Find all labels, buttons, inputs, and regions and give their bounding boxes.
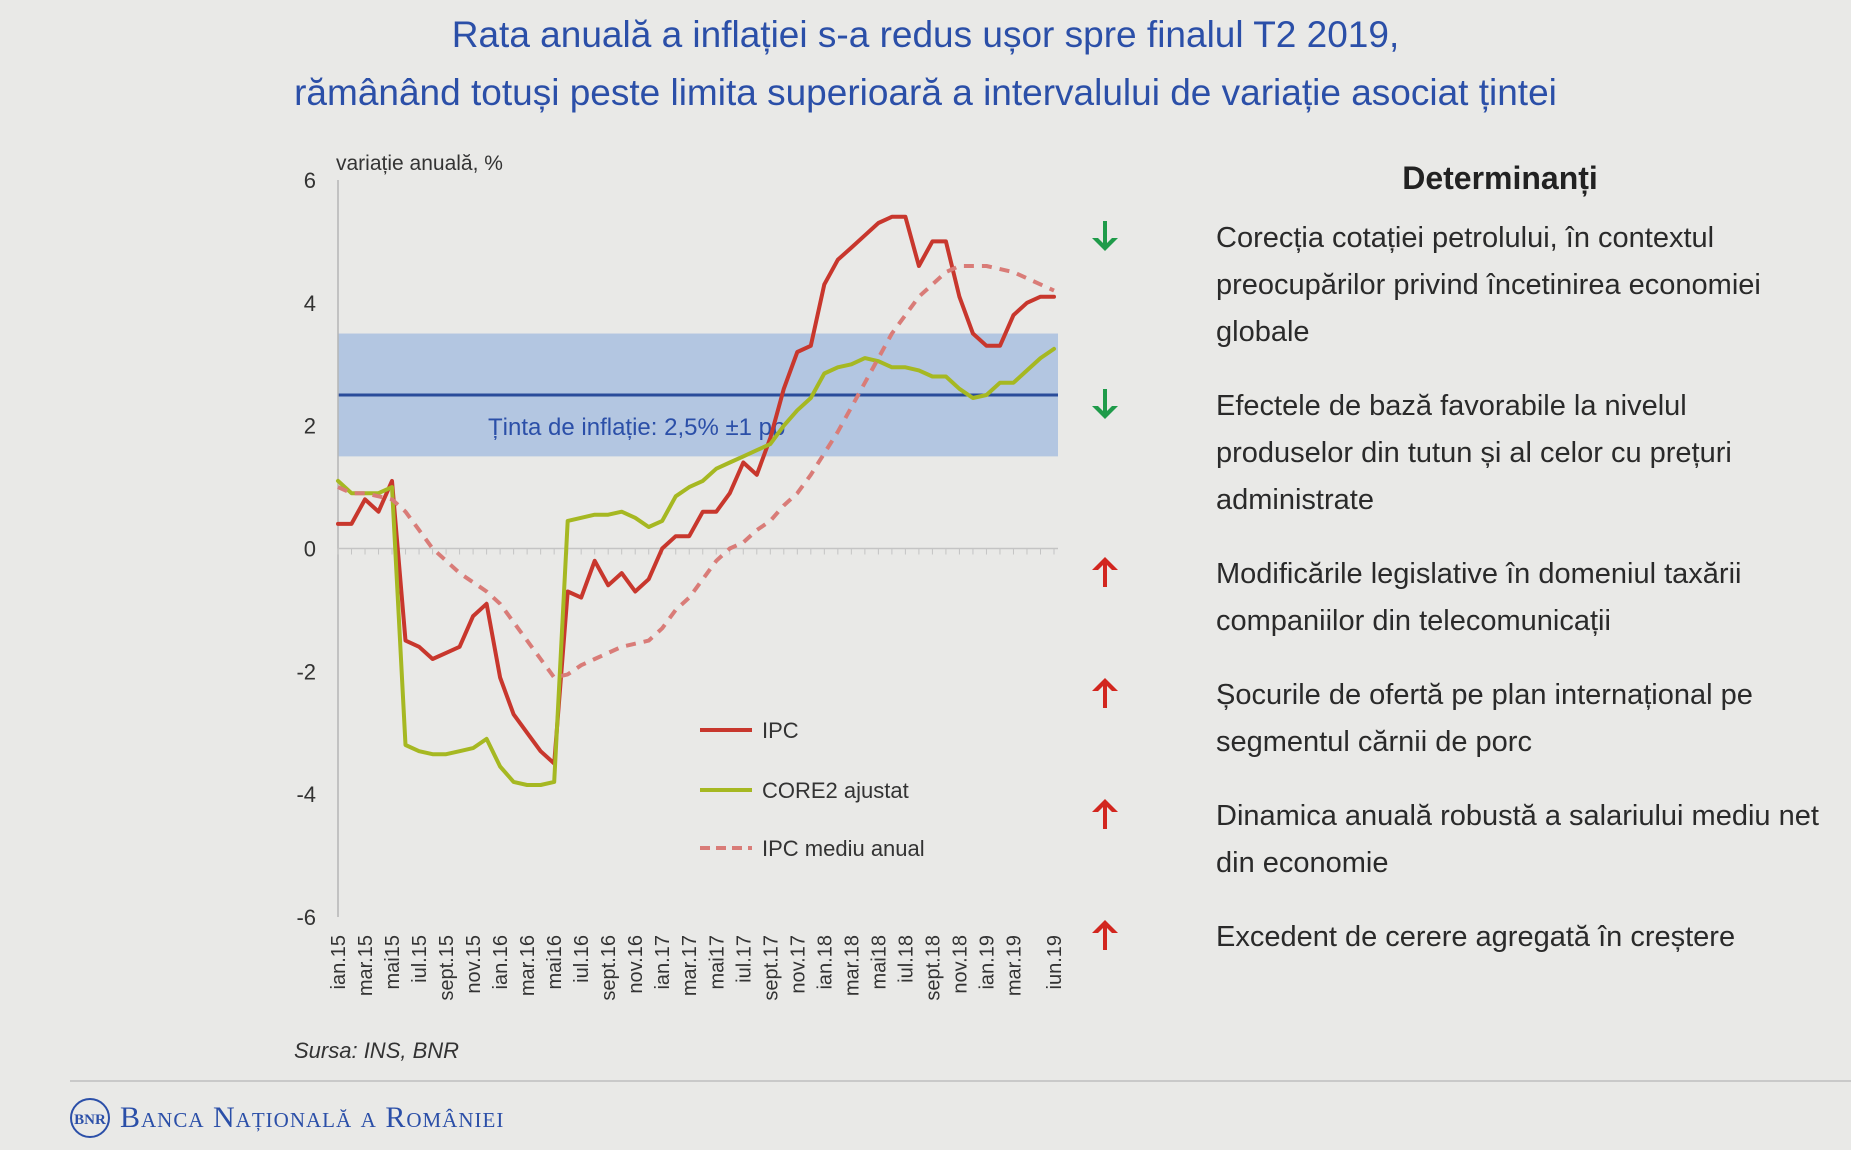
x-tick-label: iul.16 [571,935,593,983]
driver-text: Efectele de bază favorabile la nivelul p… [1216,390,1732,516]
arrow-down-icon [1090,383,1154,426]
y-tick-label: 4 [304,291,316,316]
y-axis-label: variație anuală, % [336,152,503,175]
driver-text: Șocurile de ofertă pe plan internațional… [1216,679,1753,758]
x-tick-label: mar.15 [355,935,377,996]
x-tick-label: mai16 [544,935,566,989]
x-tick-label: ian.18 [814,935,836,990]
footer: BNR Banca Națională a României [68,1096,504,1140]
x-tick-label: mai18 [868,935,890,989]
legend-label: IPC mediu anual [762,836,925,861]
driver-item: Modificările legislative în domeniul tax… [1090,551,1830,645]
arrow-up-icon [1090,914,1154,957]
title-line-1: Rata anuală a inflației s-a redus ușor s… [451,14,1400,55]
x-tick-label: nov.17 [787,935,809,994]
y-tick-label: 2 [304,414,316,439]
series-line-ipc [336,214,1056,766]
x-tick-label: ian.16 [490,935,512,990]
target-label: Ținta de inflație: 2,5% ±1 pp [488,414,785,441]
chart-source: Sursa: INS, BNR [294,1038,460,1063]
arrow-down-icon [1090,215,1154,258]
slide-title: Rata anuală a inflației s-a redus ușor s… [0,6,1851,122]
x-tick-label: mar.18 [841,935,863,996]
arrow-up-icon [1090,793,1154,836]
footer-divider [70,1080,1851,1082]
driver-item: Excedent de cerere agregată în creștere [1090,914,1830,961]
y-tick-label: -4 [296,782,316,807]
x-tick-label: ian.15 [328,935,350,990]
x-tick-label: nov.16 [625,935,647,994]
title-line-2: rămânând totuși peste limita superioară … [294,72,1557,113]
arrow-up-icon [1090,672,1154,715]
x-tick-label: mai15 [382,935,404,989]
y-tick-label: 0 [304,537,316,562]
y-tick-label: -6 [296,905,316,930]
series-line-ipc-mediu-anual [337,264,1055,680]
x-tick-label: mar.19 [1003,935,1025,996]
driver-text: Excedent de cerere agregată în creștere [1216,921,1736,953]
driver-text: Dinamica anuală robustă a salariului med… [1216,800,1819,879]
x-tick-label: sept.17 [760,935,782,1001]
x-tick-label: nov.15 [463,935,485,994]
driver-item: Șocurile de ofertă pe plan internațional… [1090,672,1830,766]
driver-item: Corecția cotației petrolului, în context… [1090,215,1830,356]
inflation-chart: Ținta de inflație: 2,5% ±1 pp 6 4 2 0 -2 -4 -6 v… [270,145,1090,1075]
legend-label: CORE2 ajustat [762,778,909,803]
series-line-core2-ajustat [336,346,1056,787]
bank-name: Banca Națională a României [120,1101,505,1134]
driver-item: Efectele de bază favorabile la nivelul p… [1090,383,1830,524]
x-tick-label: iul.17 [733,935,755,983]
arrow-up-icon [1090,551,1154,594]
svg-text:BNR: BNR [74,1112,106,1128]
x-tick-label: ian.17 [652,935,674,990]
driver-text: Modificările legislative în domeniul tax… [1216,558,1742,637]
x-tick-label: mai17 [706,935,728,989]
driver-item: Dinamica anuală robustă a salariului med… [1090,793,1830,887]
chart-svg: Ținta de inflație: 2,5% ±1 pp 6 4 2 0 -2 -4 -6 v… [296,152,1066,1001]
x-tick-label: nov.18 [949,935,971,994]
x-tick-label: ian.19 [976,935,998,990]
legend-label: IPC [762,718,799,743]
x-tick-label: sept.18 [922,935,944,1001]
x-tick-label: iul.15 [409,935,431,983]
driver-text: Corecția cotației petrolului, în context… [1216,222,1761,348]
x-tick-label: sept.16 [598,935,620,1001]
x-tick-label: sept.15 [436,935,458,1001]
x-tick-label: iun.19 [1044,935,1066,990]
y-tick-label: 6 [304,168,316,193]
x-tick-label: mar.16 [517,935,539,996]
x-tick-label: iul.18 [895,935,917,983]
x-tick-label: mar.17 [679,935,701,996]
drivers-panel: Determinanți Corecția cotației petrolulu… [1090,160,1830,988]
y-tick-label: -2 [296,659,316,684]
bnr-logo-icon: BNR [70,1098,110,1138]
drivers-list: Corecția cotației petrolului, în context… [1090,215,1830,961]
drivers-title: Determinanți [1402,160,1598,196]
